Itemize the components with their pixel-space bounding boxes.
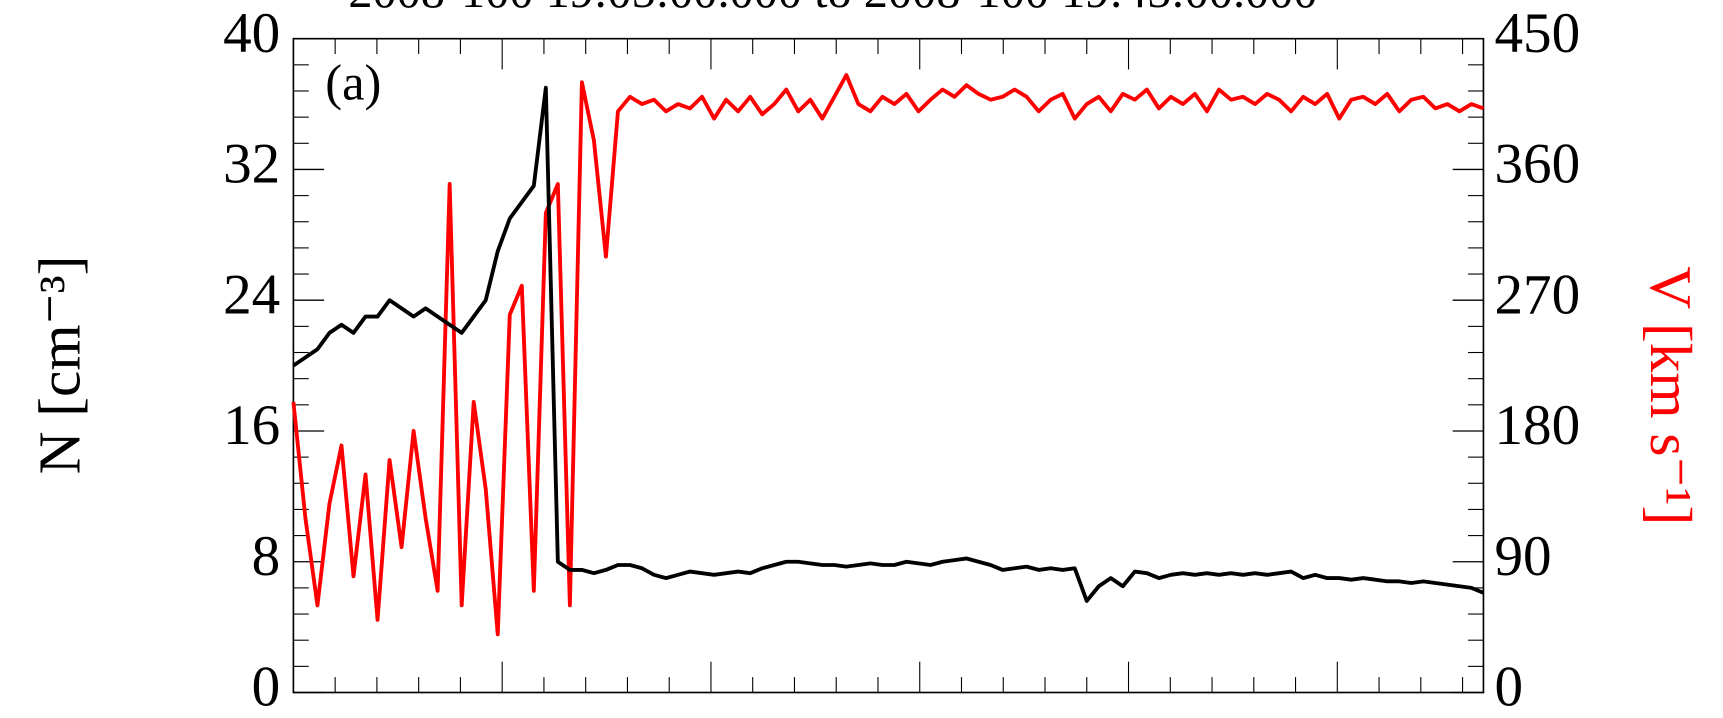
y2-tick-label: 270	[1494, 263, 1580, 326]
y2-tick-label: 90	[1494, 525, 1551, 588]
y-tick-label: 0	[252, 656, 281, 718]
plot-frame	[292, 37, 1485, 694]
y2-tick-label: 360	[1494, 133, 1580, 196]
y-tick-label: 24	[223, 263, 280, 326]
y2-tick-label: 0	[1494, 656, 1523, 718]
y-tick-label: 32	[223, 133, 280, 196]
y2-tick-label: 450	[1494, 2, 1580, 65]
y-tick-label: 16	[223, 394, 280, 457]
y-axis-label: N [cm⁻³]	[27, 256, 93, 475]
y2-axis-label: V [km s⁻¹]	[1638, 266, 1704, 525]
panel-label: (a)	[325, 55, 381, 111]
y-tick-label: 8	[252, 525, 281, 588]
chart-title: 2008-100 19:05:00.000 to 2008-100 19:45:…	[348, 0, 1317, 18]
y-tick-label: 40	[223, 2, 280, 65]
y2-tick-label: 180	[1494, 394, 1580, 457]
data-line	[292, 85, 1485, 603]
data-line	[291, 73, 1485, 637]
